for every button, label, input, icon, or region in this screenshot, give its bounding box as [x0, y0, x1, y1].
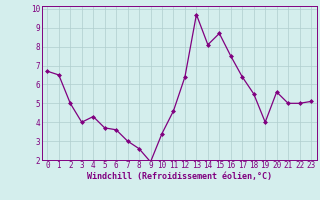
X-axis label: Windchill (Refroidissement éolien,°C): Windchill (Refroidissement éolien,°C)	[87, 172, 272, 181]
